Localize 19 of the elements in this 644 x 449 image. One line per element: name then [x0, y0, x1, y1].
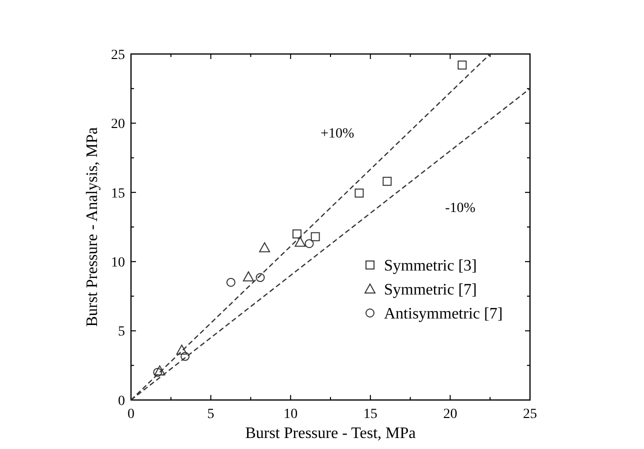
y-tick-label: 0	[118, 394, 125, 409]
x-tick-label: 5	[207, 407, 214, 422]
x-tick-label: 10	[284, 407, 298, 422]
x-tick-label: 20	[443, 407, 458, 422]
y-tick-label: 5	[118, 324, 125, 340]
y-tick-label: 25	[111, 48, 125, 63]
legend-label: Antisymmetric [7]	[384, 306, 503, 323]
legend-label: Symmetric [3]	[384, 258, 477, 275]
y-tick-label: 15	[111, 186, 125, 202]
legend-label: Symmetric [7]	[384, 282, 477, 299]
x-tick-label: 25	[523, 407, 537, 422]
x-tick-label: 15	[363, 407, 378, 422]
y-tick-label: 20	[111, 117, 125, 132]
x-tick-label: 0	[128, 407, 134, 422]
annotation: -10%	[445, 200, 476, 216]
x-axis-title: Burst Pressure - Test, MPa	[245, 425, 416, 442]
y-axis-title: Burst Pressure - Analysis, MPa	[84, 127, 101, 327]
annotation: +10%	[320, 126, 354, 142]
y-tick-label: 10	[111, 256, 125, 270]
